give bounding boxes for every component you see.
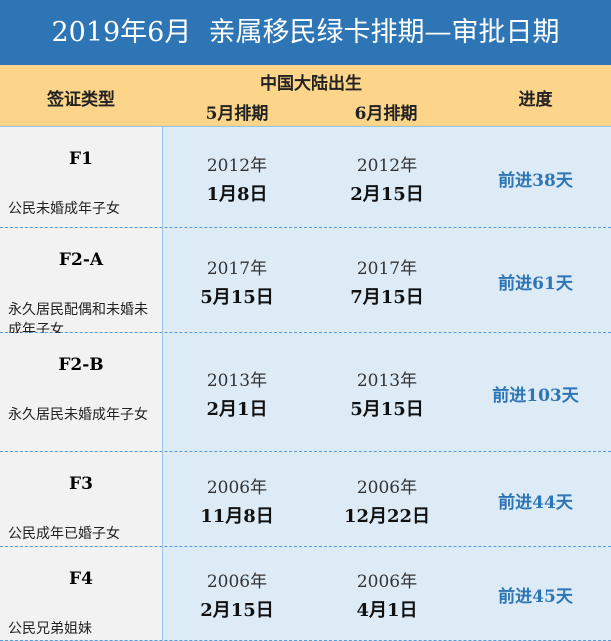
june-cell: 2017年 7月15日 xyxy=(312,254,462,309)
may-date: 2月1日 xyxy=(206,398,268,420)
progress: 前进38天 xyxy=(498,170,573,191)
june-year: 2013年 xyxy=(356,370,418,391)
table-row: F2-B 永久居民未婚成年子女 2013年 2月1日 2013年 5月15日 前进103天 xyxy=(0,333,611,452)
june-cell: 2006年 12月22日 xyxy=(312,473,462,528)
progress: 前进103天 xyxy=(492,385,579,406)
header-progress: 进度 xyxy=(518,90,553,110)
table-row: F3 公民成年已婚子女 2006年 11月8日 2006年 12月22日 前进44天 xyxy=(0,452,611,547)
visa-code: F3 xyxy=(69,474,93,494)
may-year: 2006年 xyxy=(206,572,268,592)
may-date: 1月8日 xyxy=(206,183,268,205)
june-cell: 2012年 2月15日 xyxy=(312,151,462,206)
progress: 前进44天 xyxy=(498,492,573,513)
title: 2019年6月 亲属移民绿卡排期—审批日期 xyxy=(0,0,611,65)
header-row: 签证类型 中国大陆出生 5月排期 6月排期 进度 xyxy=(0,65,611,127)
visa-code: F2-A xyxy=(58,250,104,270)
may-year: 2017年 xyxy=(206,258,268,279)
may-year: 2013年 xyxy=(206,370,268,391)
may-year: 2012年 xyxy=(206,155,268,176)
june-date: 5月15日 xyxy=(350,398,424,420)
may-date: 5月15日 xyxy=(200,286,274,308)
june-cell: 2006年 4月1日 xyxy=(312,567,462,622)
table-row: F1 公民未婚成年子女 2012年 1月8日 2012年 2月15日 前进38天 xyxy=(0,127,611,228)
june-year: 2006年 xyxy=(356,477,418,498)
visa-code: F2-B xyxy=(58,355,104,375)
table-row: F2-A 永久居民配偶和未婚未成年子女 2017年 5月15日 2017年 7月15日 前进… xyxy=(0,228,611,338)
may-cell: 2013年 2月1日 xyxy=(162,366,312,421)
category-cell: F4 公民兄弟姐妹 xyxy=(0,547,163,640)
may-cell: 2006年 11月8日 xyxy=(162,473,312,528)
progress: 前进61天 xyxy=(498,273,573,294)
visa-code: F4 xyxy=(69,569,93,589)
may-cell: 2012年 1月8日 xyxy=(162,151,312,206)
june-year: 2006年 xyxy=(356,572,418,592)
progress: 前进45天 xyxy=(498,587,573,607)
category-cell: F2-B 永久居民未婚成年子女 xyxy=(0,333,163,451)
header-group: 中国大陆出生 xyxy=(260,74,362,94)
june-year: 2012年 xyxy=(356,155,418,176)
visa-description: 公民未婚成年子女 xyxy=(8,201,120,217)
june-date: 4月1日 xyxy=(356,600,418,621)
header-category: 签证类型 xyxy=(47,90,115,110)
visa-description: 公民兄弟姐妹 xyxy=(8,621,92,637)
june-year: 2017年 xyxy=(356,258,418,279)
may-cell: 2006年 2月15日 xyxy=(162,567,312,622)
visa-description: 公民成年已婚子女 xyxy=(8,526,120,542)
june-cell: 2013年 5月15日 xyxy=(312,366,462,421)
visa-code: F1 xyxy=(69,149,93,169)
may-cell: 2017年 5月15日 xyxy=(162,254,312,309)
header-june: 6月排期 xyxy=(354,104,418,124)
may-date: 11月8日 xyxy=(200,505,274,527)
may-year: 2006年 xyxy=(206,477,268,498)
june-date: 2月15日 xyxy=(350,183,424,205)
june-date: 7月15日 xyxy=(350,286,424,308)
category-cell: F2-A 永久居民配偶和未婚未成年子女 xyxy=(0,228,163,338)
category-cell: F1 公民未婚成年子女 xyxy=(0,127,163,227)
table-row: F4 公民兄弟姐妹 2006年 2月15日 2006年 4月1日 前进45天 xyxy=(0,547,611,641)
header-may: 5月排期 xyxy=(205,104,269,124)
category-cell: F3 公民成年已婚子女 xyxy=(0,452,163,546)
may-date: 2月15日 xyxy=(200,600,274,621)
visa-description: 永久居民未婚成年子女 xyxy=(8,407,148,423)
june-date: 12月22日 xyxy=(343,505,431,527)
